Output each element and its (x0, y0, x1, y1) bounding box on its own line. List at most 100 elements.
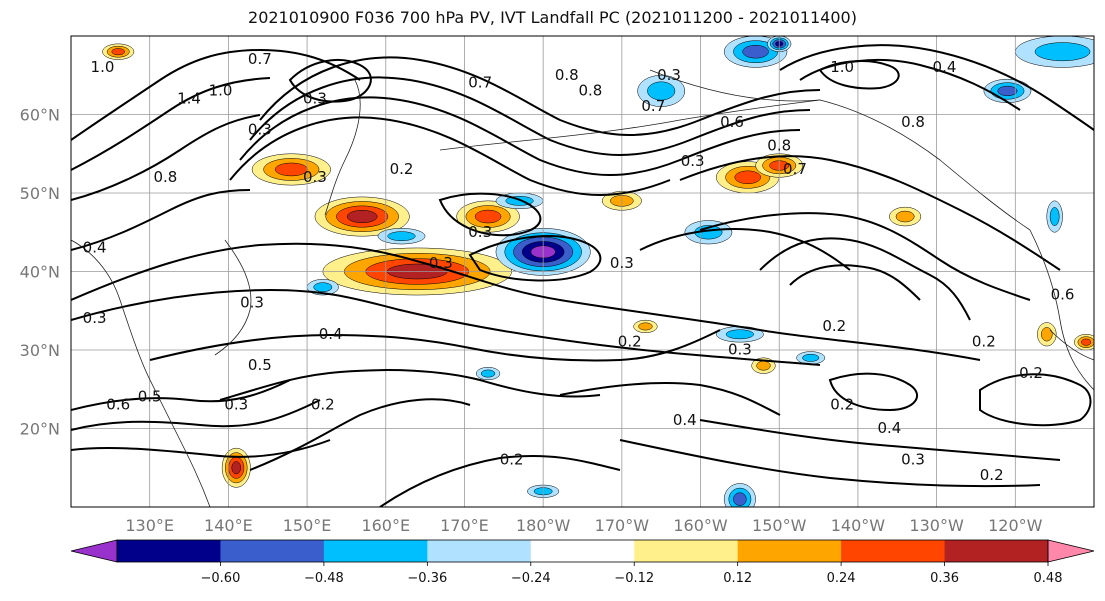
pv-anomaly-patch (474, 209, 502, 224)
contour-label: 0.8 (901, 113, 925, 131)
pv-anomaly-patch (1081, 338, 1092, 346)
contour-line (438, 192, 542, 237)
pv-anomaly-patch (895, 210, 915, 223)
contour-label: 0.3 (429, 254, 453, 272)
contour-labels: 1.01.4 1.00.70.30.3 0.20.80.40.30.7 0.80.80… (83, 50, 1075, 484)
contour-label: 0.3 (303, 89, 327, 107)
colorbar-frame (116, 539, 1049, 563)
pv-anomaly-patch (480, 369, 496, 378)
contour-label: 0.2 (822, 317, 846, 335)
contour-line (71, 288, 821, 366)
contour-label: 0.3 (728, 341, 752, 359)
longitude-tick-label: 180°W (516, 516, 571, 535)
contour-line (71, 379, 291, 411)
pv-anomaly-patch (1041, 327, 1053, 342)
longitude-tick-label: 150°W (752, 516, 807, 535)
pv-anomaly-patch (802, 353, 820, 362)
contour-line (559, 382, 781, 416)
colorbar-segment (944, 540, 1049, 562)
contour-label: 0.4 (933, 58, 957, 76)
contour-label: 0.2 (618, 333, 642, 351)
contour-line (249, 76, 811, 156)
pv-anomaly-patch (734, 170, 761, 185)
contour-label: 0.2 (390, 160, 414, 178)
colorbar-tick-label: −0.60 (201, 571, 241, 586)
longitude-tick-label: 170°E (440, 516, 489, 535)
contour-line (468, 235, 602, 282)
coastlines (71, 69, 1094, 507)
contour-line (789, 264, 921, 301)
colorbar-tick-label: 0.36 (930, 571, 959, 586)
contour-label: 0.2 (980, 466, 1004, 484)
contour-line (639, 228, 851, 271)
contour-label: 0.8 (767, 136, 791, 154)
contour-label: 0.3 (468, 223, 492, 241)
contour-label: 0.3 (610, 254, 634, 272)
contour-label: 0.4 (673, 411, 697, 429)
contour-line (149, 329, 721, 362)
contour-line (71, 48, 361, 141)
contour-label: 0.8 (578, 81, 602, 99)
pv-anomaly-patch (111, 48, 125, 56)
contour-label: 0.6 (1051, 286, 1075, 304)
pv-anomaly-patch (733, 492, 747, 506)
colorbar-segment (841, 540, 946, 562)
contour-label: 0.3 (240, 293, 264, 311)
contour-line (259, 56, 821, 136)
colorbar-segment (220, 540, 325, 562)
pv-anomaly-patch (638, 322, 653, 331)
na-west-coastline (1029, 229, 1094, 391)
contour-label: 1.0 (830, 58, 854, 76)
mexico-coastline (1049, 329, 1094, 361)
longitude-tick-label: 170°W (595, 516, 650, 535)
map-frame (70, 35, 1095, 508)
contour-line (288, 59, 372, 103)
asia-coastline (71, 239, 211, 507)
longitude-tick-label: 150°E (283, 516, 332, 535)
contour-label: 1.4 (177, 89, 201, 107)
japan-coastline (214, 239, 252, 356)
pv-anomaly-patch (742, 44, 769, 59)
pv-anomaly-patch (346, 210, 378, 224)
latitude-tick-label: 40°N (20, 263, 60, 282)
pv-anomaly-patch (756, 360, 771, 371)
pv-anomaly-patch (387, 231, 416, 242)
contour-line (71, 439, 331, 458)
pv-anomaly-patch (231, 461, 242, 475)
latitude-tick-label: 30°N (20, 341, 60, 360)
figure-title: 2021010900 F036 700 hPa PV, IVT Landfall… (248, 8, 857, 27)
contour-label: 0.3 (681, 152, 705, 170)
contour-line (979, 373, 1092, 427)
longitude-tick-label: 160°E (361, 516, 410, 535)
latitude-labels: 20°N 30°N 40°N 50°N 60°N (20, 106, 60, 439)
pv-anomaly-patch (647, 81, 676, 101)
colorbar-tick-label: 0.12 (723, 571, 752, 586)
kamchatka-coastline (324, 79, 361, 216)
contour-label: 0.2 (500, 450, 524, 468)
longitude-tick-label: 130°E (125, 516, 174, 535)
contour-label: 0.4 (83, 238, 107, 256)
colorbar-segment (427, 540, 532, 562)
colorbar-segment (737, 540, 842, 562)
contour-label: 0.3 (303, 168, 327, 186)
colorbar-segment (117, 540, 221, 562)
contour-label: 0.2 (311, 395, 335, 413)
pv-anomaly-patch (997, 85, 1018, 97)
colorbar-tick-label: −0.24 (511, 571, 551, 586)
colorbar-tick-label: −0.12 (614, 571, 654, 586)
contour-label: 0.7 (783, 160, 807, 178)
contour-line (818, 60, 900, 90)
contour-line (229, 116, 671, 196)
contour-line (71, 189, 251, 251)
pv-anomaly-patch (1049, 207, 1060, 226)
contour-label: 0.2 (972, 333, 996, 351)
colorbar-upper-extend (1047, 539, 1095, 563)
contour-line (219, 369, 601, 401)
contour-line (699, 419, 1061, 461)
contour-label: 0.6 (106, 395, 130, 413)
longitude-tick-label: 160°W (673, 516, 728, 535)
colorbar-tick-labels: −0.60 −0.48 −0.36 −0.24 −0.12 0.12 0.24 0.36 0.4… (201, 562, 1062, 586)
contour-label: 0.4 (319, 325, 343, 343)
contour-line (779, 44, 1094, 131)
longitude-tick-label: 120°W (988, 516, 1043, 535)
